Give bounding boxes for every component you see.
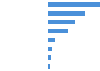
Bar: [48, 38, 55, 42]
Bar: [48, 29, 68, 33]
Bar: [48, 47, 52, 51]
Bar: [48, 20, 75, 24]
Bar: [48, 55, 51, 60]
Bar: [48, 64, 50, 69]
Bar: [48, 11, 85, 16]
Bar: [48, 2, 100, 7]
